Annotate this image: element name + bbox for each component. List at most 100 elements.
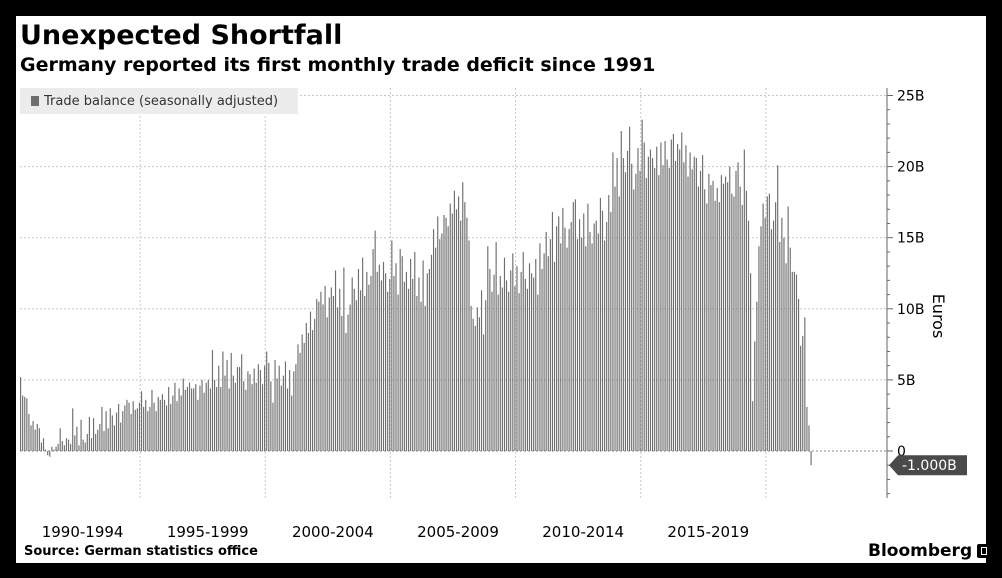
bar — [82, 439, 84, 451]
y-tick-label: 0 — [897, 444, 906, 460]
bar — [95, 433, 97, 451]
bar — [491, 291, 493, 451]
bar — [97, 429, 99, 451]
bar — [752, 401, 754, 451]
bar — [449, 203, 451, 451]
bar — [666, 159, 668, 452]
bar — [772, 220, 775, 451]
bar — [314, 318, 316, 451]
bar — [514, 286, 516, 451]
bar — [113, 425, 116, 451]
bar — [205, 382, 207, 451]
bar — [516, 266, 518, 451]
bar — [426, 273, 428, 451]
bar — [230, 352, 232, 451]
bar — [172, 395, 174, 451]
bar — [372, 249, 374, 451]
bar — [138, 402, 141, 451]
bar — [385, 273, 387, 451]
bar — [672, 133, 674, 451]
bar — [234, 382, 236, 451]
bar — [337, 307, 339, 451]
bar — [539, 243, 541, 451]
bar — [462, 182, 464, 452]
bar — [656, 146, 658, 451]
bar — [305, 323, 307, 451]
bar — [564, 227, 566, 451]
bar — [118, 404, 120, 451]
bar — [370, 276, 372, 451]
bar — [699, 170, 702, 451]
bar — [785, 263, 787, 451]
bar — [631, 163, 633, 451]
bar — [88, 416, 90, 451]
bar — [497, 294, 499, 451]
source-note: Source: German statistics office — [24, 544, 258, 559]
bar — [247, 371, 249, 451]
bar — [756, 301, 758, 451]
bar — [134, 409, 136, 451]
callout-tag — [889, 455, 967, 476]
bar — [345, 332, 347, 451]
bar — [351, 277, 353, 451]
bar — [207, 379, 209, 451]
bar — [220, 387, 222, 451]
bar — [595, 220, 597, 451]
bar — [143, 406, 145, 451]
bar — [762, 203, 764, 451]
bar — [126, 399, 128, 451]
bar — [624, 172, 627, 452]
bar — [120, 422, 122, 451]
bar — [145, 399, 147, 451]
bar — [222, 351, 224, 451]
bar — [387, 291, 389, 451]
bar — [428, 268, 430, 451]
bar — [435, 247, 437, 451]
bar — [197, 399, 199, 451]
bar — [149, 406, 151, 451]
bar — [793, 271, 795, 451]
bar — [522, 251, 524, 451]
bar — [618, 196, 620, 451]
bar — [159, 399, 161, 451]
bar — [280, 385, 282, 451]
bar — [239, 367, 241, 451]
bar — [228, 388, 230, 451]
bar — [474, 325, 476, 451]
bar — [689, 152, 691, 451]
bar — [251, 384, 253, 451]
bar — [543, 253, 545, 451]
bar — [166, 405, 168, 451]
bar — [416, 296, 418, 451]
bar — [322, 304, 324, 451]
bar — [332, 296, 335, 451]
bar — [797, 298, 800, 451]
bar — [328, 297, 330, 451]
bar — [535, 259, 537, 451]
bar — [191, 388, 193, 451]
bar — [777, 165, 779, 451]
bar — [616, 158, 618, 451]
bar — [407, 288, 410, 451]
bar — [495, 241, 497, 451]
bar — [478, 317, 481, 451]
bar — [558, 216, 560, 451]
bar — [626, 150, 629, 451]
bar — [439, 239, 441, 451]
bar — [170, 404, 172, 451]
bar — [393, 276, 395, 451]
bar — [174, 382, 176, 451]
bar — [585, 246, 587, 451]
bar — [802, 335, 804, 451]
bar — [410, 259, 412, 451]
bar — [545, 232, 547, 451]
bar — [53, 449, 55, 451]
bar — [157, 396, 159, 451]
bar — [731, 193, 733, 451]
bar — [808, 425, 810, 451]
bar — [489, 268, 491, 451]
bar — [810, 451, 812, 466]
bar — [601, 210, 604, 451]
bar — [34, 429, 36, 451]
bar — [353, 288, 355, 451]
